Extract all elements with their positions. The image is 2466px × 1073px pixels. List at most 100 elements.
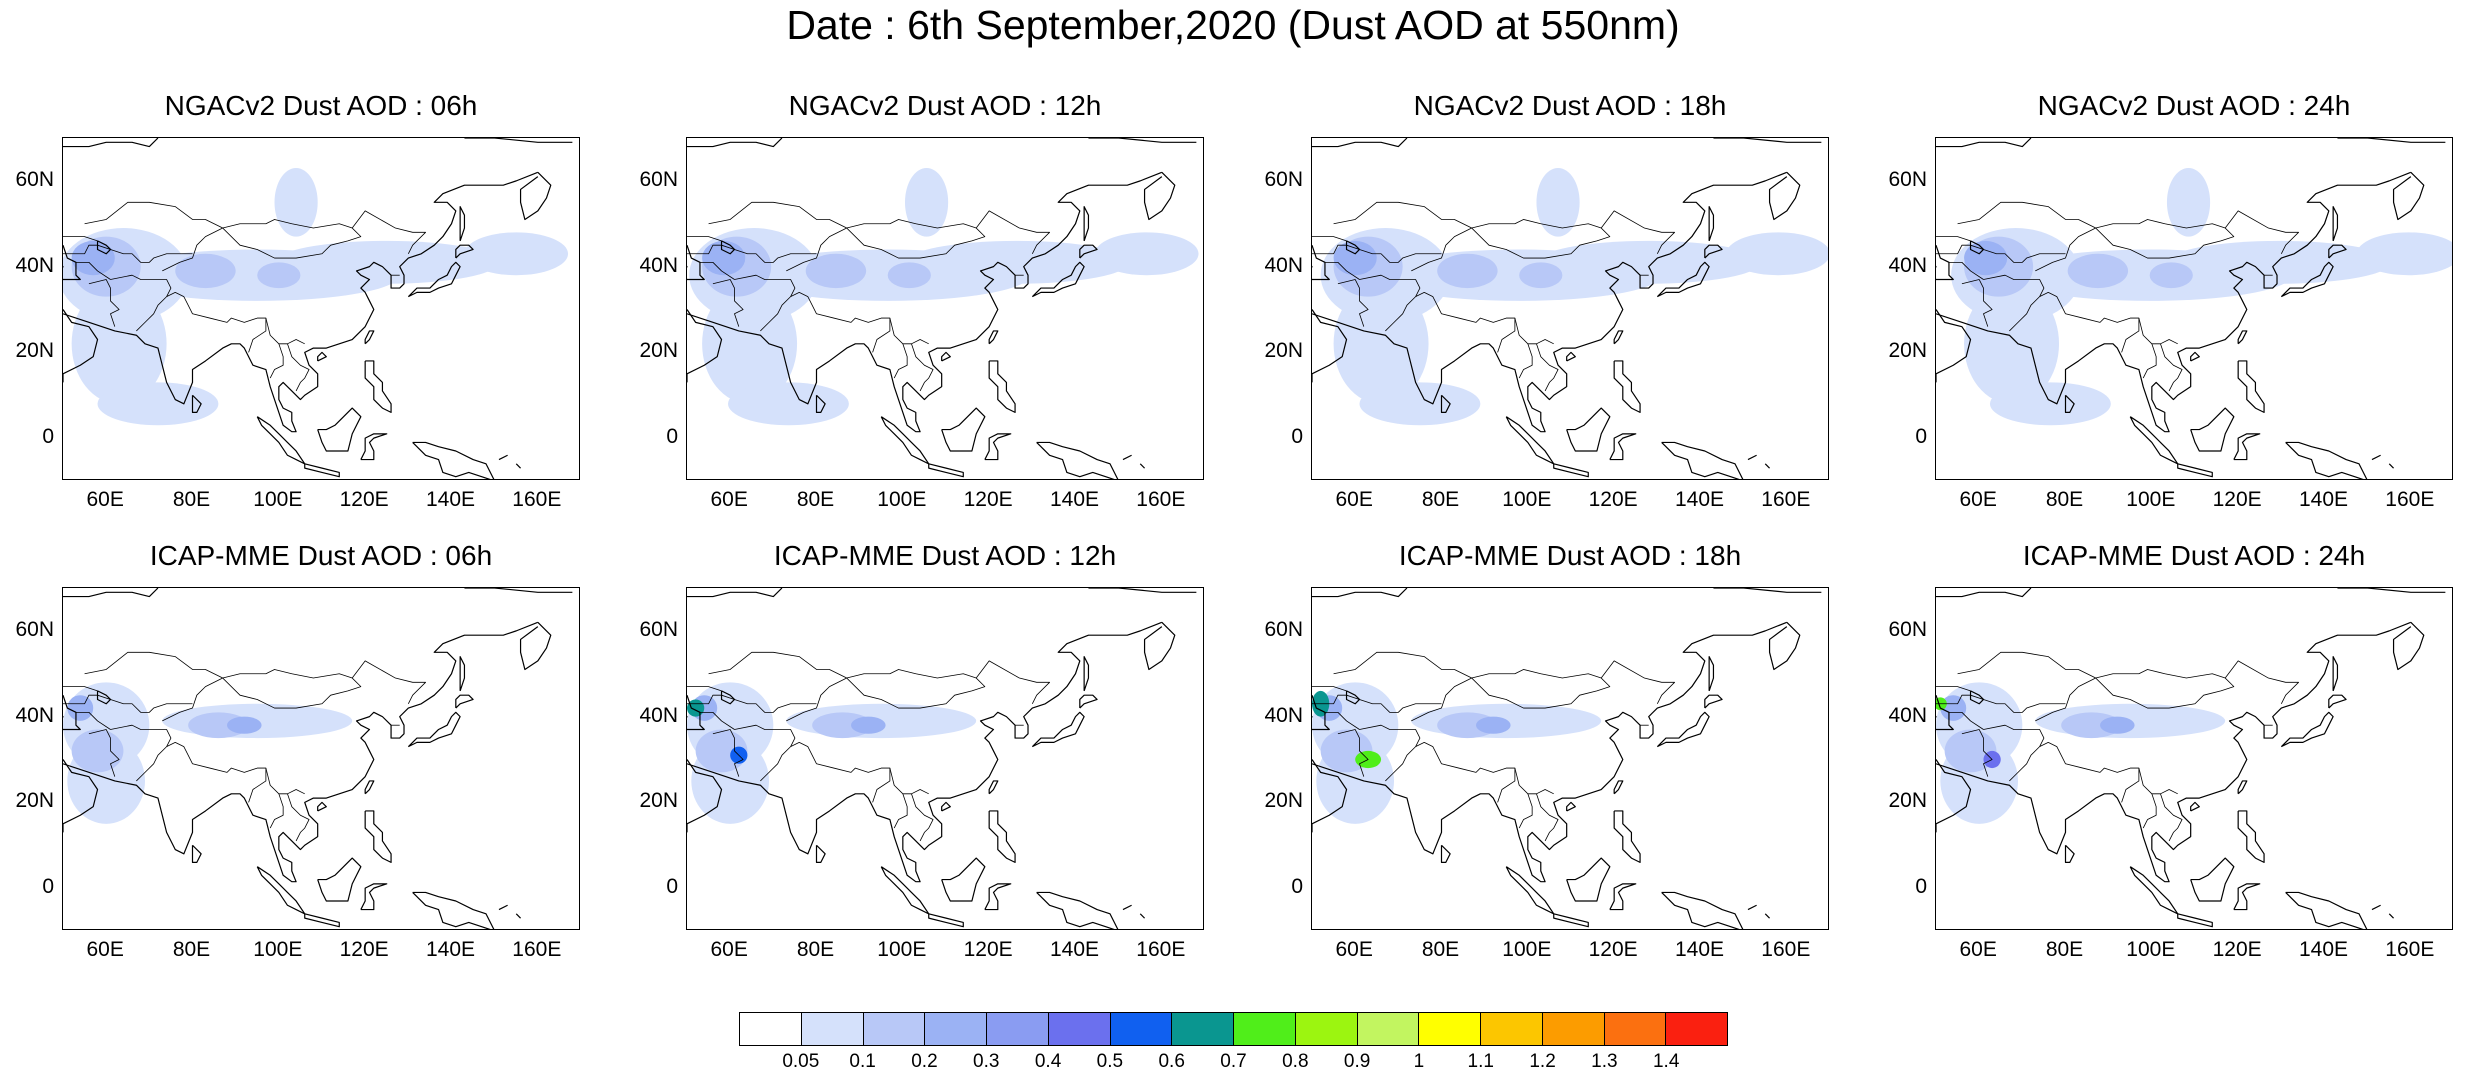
- panel-title: NGACv2 Dust AOD : 18h: [1413, 90, 1727, 121]
- coastline: [464, 588, 573, 593]
- coastline: [455, 694, 474, 709]
- lon-tick-label: 100E: [1502, 488, 1552, 511]
- country-border: [162, 210, 427, 272]
- dust-plume: [887, 262, 931, 289]
- coastline: [2285, 441, 2368, 479]
- coastline: [928, 463, 964, 478]
- country-border: [708, 201, 847, 229]
- country-border: [1936, 686, 1971, 692]
- dust-plume: [2067, 253, 2129, 289]
- coastline: [1936, 588, 2032, 598]
- lat-tick-label: 40N: [1888, 703, 1927, 727]
- lon-tick-label: 160E: [1761, 488, 1811, 511]
- coastline: [1613, 810, 1641, 863]
- lat-tick-label: 40N: [1264, 703, 1303, 727]
- coastline: [1713, 588, 1822, 593]
- coastline: [2129, 416, 2179, 465]
- country-border: [2138, 767, 2178, 795]
- lat-tick-label: 40N: [15, 253, 54, 277]
- country-border: [687, 686, 722, 692]
- country-border: [2142, 793, 2157, 829]
- country-border: [1983, 274, 2045, 332]
- coastline: [1031, 711, 1085, 748]
- dust-plume: [67, 695, 94, 721]
- coastline: [498, 454, 508, 461]
- lat-tick-label: 0: [42, 425, 54, 449]
- lon-tick-label: 80E: [796, 488, 835, 511]
- coastline: [1553, 463, 1589, 478]
- country-border: [222, 677, 362, 709]
- lon-tick-label: 160E: [2385, 488, 2435, 511]
- coastline: [1143, 621, 1176, 671]
- lon-tick-label: 140E: [1049, 938, 1100, 961]
- lon-tick-label: 100E: [1502, 938, 1552, 961]
- dust-plume: [1333, 240, 1377, 276]
- country-border: [786, 660, 1051, 722]
- lat-tick-label: 60N: [15, 167, 54, 191]
- colorbar: [739, 1012, 1728, 1046]
- coastline: [1661, 441, 1744, 479]
- coastline: [2337, 138, 2446, 143]
- coastline: [2233, 883, 2261, 911]
- country-border: [166, 741, 267, 803]
- lon-tick-label: 140E: [425, 938, 476, 961]
- coastline: [815, 844, 826, 863]
- dust-plume: [728, 382, 849, 426]
- country-border: [1957, 651, 2096, 679]
- coastline: [63, 621, 539, 883]
- country-border: [1471, 227, 1611, 259]
- coastline: [815, 394, 826, 413]
- coastline: [317, 351, 327, 362]
- panel-title: ICAP-MME Dust AOD : 06h: [149, 540, 493, 571]
- dust-plume: [71, 240, 115, 276]
- lon-tick-label: 140E: [2298, 488, 2349, 511]
- lon-tick-label: 160E: [512, 488, 562, 511]
- lat-tick-label: 40N: [639, 253, 678, 277]
- country-border: [1312, 694, 1442, 713]
- dust-plume: [71, 283, 167, 404]
- lat-tick-label: 60N: [1888, 617, 1927, 641]
- coastline: [2064, 394, 2075, 413]
- coastline: [364, 780, 375, 795]
- lon-tick-label: 120E: [1588, 938, 1638, 961]
- colorbar-swatch: [1110, 1013, 1173, 1045]
- country-border: [110, 724, 172, 782]
- lat-tick-label: 0: [1915, 875, 1927, 899]
- coastline: [2190, 801, 2200, 812]
- colorbar-label: 0.4: [1034, 1051, 1062, 1072]
- coastline: [1083, 655, 1090, 692]
- country-border: [1415, 291, 1516, 353]
- map-canvas: [687, 138, 1199, 479]
- country-border: [2039, 741, 2140, 803]
- coastline: [687, 171, 1163, 433]
- coastline: [1764, 913, 1770, 919]
- country-border: [1359, 724, 1421, 782]
- lon-tick-label: 120E: [339, 938, 389, 961]
- dust-plume: [1476, 716, 1511, 734]
- lon-tick-label: 60E: [1335, 938, 1373, 961]
- coastline: [1613, 360, 1641, 413]
- country-border: [712, 729, 744, 777]
- lon-tick-label: 120E: [2212, 938, 2262, 961]
- coastline: [720, 240, 736, 255]
- dust-plume: [1964, 283, 2060, 404]
- country-border: [1333, 201, 1472, 229]
- colorbar-swatch: [863, 1013, 926, 1045]
- colorbar-swatch: [801, 1013, 864, 1045]
- coastline: [412, 891, 495, 929]
- colorbar-label: 0.5: [1096, 1051, 1124, 1072]
- dust-plume: [2100, 716, 2135, 734]
- country-border: [889, 767, 929, 795]
- lon-tick-label: 80E: [2045, 938, 2084, 961]
- colorbar-label: 0.2: [911, 1051, 938, 1072]
- country-border: [1983, 724, 2045, 782]
- lon-tick-label: 100E: [2126, 938, 2176, 961]
- lon-tick-label: 100E: [253, 488, 303, 511]
- coastline: [2332, 655, 2339, 692]
- coastline: [1036, 441, 1119, 479]
- coastline: [1088, 588, 1197, 593]
- lon-tick-label: 60E: [86, 938, 124, 961]
- coastline: [2388, 913, 2394, 919]
- country-border: [699, 261, 735, 280]
- country-border: [63, 244, 193, 263]
